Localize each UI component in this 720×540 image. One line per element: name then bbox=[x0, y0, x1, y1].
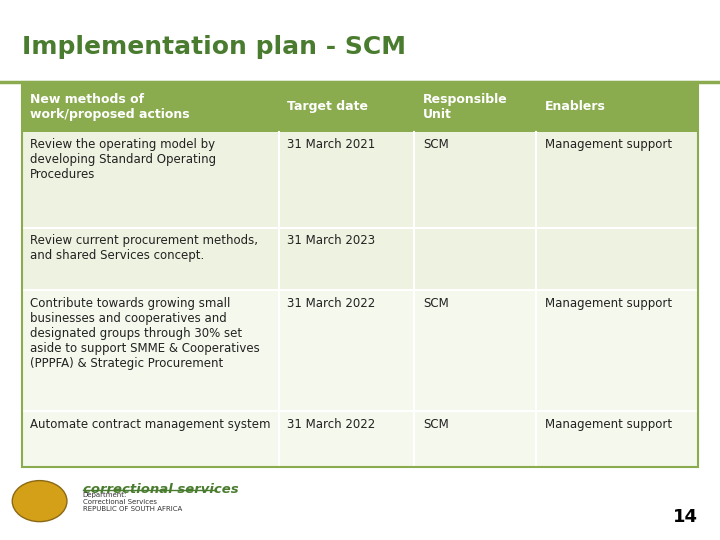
Text: Contribute towards growing small
businesses and cooperatives and
designated grou: Contribute towards growing small busines… bbox=[30, 296, 260, 369]
Text: 31 March 2021: 31 March 2021 bbox=[287, 138, 376, 151]
Text: SCM: SCM bbox=[423, 138, 449, 151]
Text: 31 March 2022: 31 March 2022 bbox=[287, 418, 376, 431]
Text: 31 March 2023: 31 March 2023 bbox=[287, 234, 376, 247]
Text: Management support: Management support bbox=[544, 138, 672, 151]
Text: Review the operating model by
developing Standard Operating
Procedures: Review the operating model by developing… bbox=[30, 138, 217, 181]
Bar bbox=[22, 82, 698, 467]
Bar bbox=[22, 132, 698, 228]
Bar bbox=[22, 290, 698, 411]
Text: SCM: SCM bbox=[423, 418, 449, 431]
Text: Review current procurement methods,
and shared Services concept.: Review current procurement methods, and … bbox=[30, 234, 258, 262]
Text: 14: 14 bbox=[673, 509, 698, 526]
Circle shape bbox=[12, 481, 67, 522]
Bar bbox=[22, 82, 698, 132]
Text: Automate contract management system: Automate contract management system bbox=[30, 418, 271, 431]
Text: Implementation plan - SCM: Implementation plan - SCM bbox=[22, 35, 405, 59]
Text: Department:
Correctional Services
REPUBLIC OF SOUTH AFRICA: Department: Correctional Services REPUBL… bbox=[83, 492, 182, 512]
Text: Management support: Management support bbox=[544, 418, 672, 431]
Text: 31 March 2022: 31 March 2022 bbox=[287, 296, 376, 309]
Text: Responsible
Unit: Responsible Unit bbox=[423, 93, 508, 121]
Bar bbox=[22, 411, 698, 467]
Text: Target date: Target date bbox=[287, 100, 369, 113]
Text: Enablers: Enablers bbox=[544, 100, 606, 113]
Bar bbox=[22, 228, 698, 290]
Text: correctional services: correctional services bbox=[83, 483, 238, 496]
Text: SCM: SCM bbox=[423, 296, 449, 309]
Text: Management support: Management support bbox=[544, 296, 672, 309]
Text: New methods of
work/proposed actions: New methods of work/proposed actions bbox=[30, 93, 190, 121]
